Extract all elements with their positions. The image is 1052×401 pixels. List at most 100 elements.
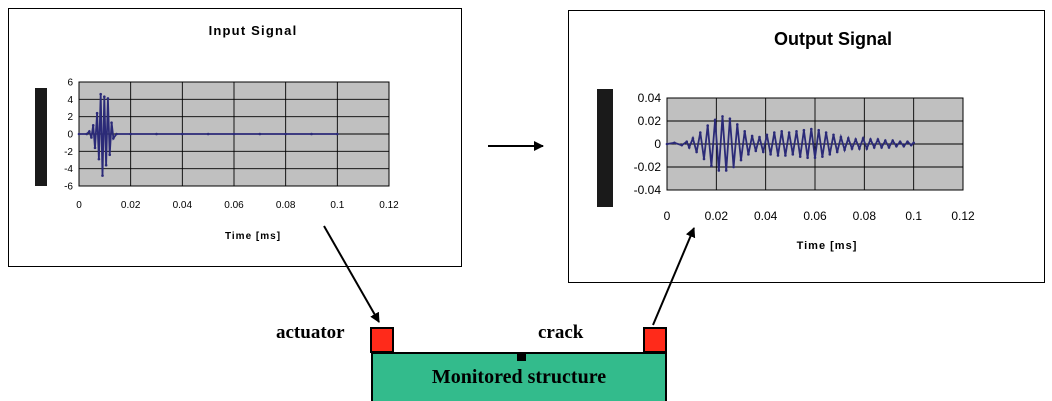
output-signal-point	[813, 156, 817, 160]
output-signal-point	[747, 153, 750, 156]
input-signal-point	[112, 137, 115, 140]
input-signal-chart: Input Signal 0 0.02 0.04 0.06 0.08 0.1 0.12 6 4 2 0…	[8, 8, 462, 267]
input-chart-title: Input Signal	[209, 23, 298, 38]
sensor-transducer	[643, 327, 667, 353]
output-signal-point	[691, 136, 695, 140]
input-signal-point	[232, 132, 236, 136]
input-signal-point	[310, 132, 313, 136]
input-x-axis-label: Time [ms]	[225, 231, 281, 242]
input-signal-point	[206, 132, 210, 136]
output-signal-point	[728, 117, 732, 120]
output-signal-point	[739, 158, 743, 162]
sensor-to-output-arrow	[652, 227, 696, 326]
output-x-tick-label: 0.04	[754, 209, 778, 223]
output-signal-point	[736, 123, 739, 126]
input-legend-bar	[35, 88, 47, 186]
output-signal-point	[680, 143, 684, 147]
output-x-tick-label: 0.02	[705, 209, 729, 223]
input-to-actuator-arrow	[323, 225, 380, 323]
output-signal-point	[891, 139, 894, 142]
output-signal-point	[706, 124, 709, 127]
input-signal-point	[129, 132, 132, 136]
input-signal-point	[106, 97, 110, 100]
input-signal-chart-svg: Input Signal 0 0.02 0.04 0.06 0.08 0.1 0.12 6 4 2 0…	[35, 23, 399, 242]
output-signal-point	[902, 145, 906, 148]
input-signal-point	[336, 132, 339, 136]
output-signal-point	[687, 146, 691, 149]
output-signal-point	[717, 169, 721, 172]
output-signal-point	[854, 138, 857, 141]
output-signal-point	[724, 169, 728, 172]
input-x-tick-label: 0.02	[121, 200, 141, 211]
output-y-tick-label: 0.02	[638, 114, 662, 128]
output-signal-point	[732, 165, 735, 169]
output-signal-point	[791, 153, 795, 156]
input-signal-point	[104, 163, 108, 167]
output-signal-chart-svg: Output Signal 0 0.02 0.04 0.06 0.08 0.1 0.12 0.0…	[597, 29, 975, 252]
output-signal-point	[798, 155, 802, 158]
input-y-tick-label: 4	[67, 95, 73, 106]
output-signal-point	[828, 153, 832, 156]
input-x-tick-label: 0.06	[224, 200, 244, 211]
output-signal-point	[909, 143, 913, 147]
crack-label: crack	[538, 322, 584, 343]
input-x-tick-label: 0.04	[173, 200, 193, 211]
input-y-tick-label: 6	[67, 78, 73, 89]
output-signal-point	[810, 127, 813, 131]
input-signal-point	[258, 132, 262, 136]
input-signal-point	[85, 132, 89, 136]
output-signal-point	[685, 140, 689, 143]
input-signal-point	[97, 157, 101, 161]
input-y-tick-label: -6	[64, 182, 73, 193]
input-x-tick-label: 0	[76, 200, 82, 211]
output-signal-point	[865, 147, 869, 150]
actuator-transducer	[370, 327, 394, 353]
output-signal-point	[912, 141, 915, 145]
output-signal-point	[787, 131, 791, 134]
input-signal-point	[110, 121, 113, 125]
output-signal-point	[695, 150, 698, 154]
output-signal-point	[769, 153, 772, 156]
output-signal-point	[780, 130, 783, 133]
input-x-tick-label: 0.08	[276, 200, 296, 211]
output-signal-point	[665, 142, 669, 146]
output-signal-point	[887, 146, 891, 149]
output-x-tick-label: 0.1	[905, 209, 922, 223]
output-x-tick-label: 0.12	[951, 209, 975, 223]
input-x-tick-label: 0.12	[379, 200, 399, 211]
input-signal-point	[91, 124, 95, 127]
input-y-tick-label: 2	[67, 112, 73, 123]
output-signal-point	[754, 149, 758, 153]
output-signal-point	[824, 131, 828, 134]
input-signal-point	[181, 132, 184, 136]
output-signal-point	[895, 145, 898, 148]
input-signal-point	[93, 146, 97, 150]
crack-marker	[517, 352, 526, 361]
output-signal-point	[758, 135, 761, 139]
output-signal-point	[699, 131, 702, 134]
output-signal-line	[666, 116, 915, 171]
output-y-tick-label: -0.02	[634, 160, 662, 174]
input-signal-point	[77, 132, 81, 136]
output-signal-point	[702, 157, 706, 161]
output-signal-point	[713, 118, 717, 122]
output-signal-point	[872, 146, 876, 149]
input-y-tick-label: 0	[67, 130, 73, 141]
actuator-label: actuator	[276, 322, 345, 343]
input-signal-point	[155, 132, 158, 136]
output-signal-point	[839, 135, 843, 139]
input-signal-point	[99, 92, 102, 96]
output-signal-point	[906, 140, 909, 143]
input-signal-line	[79, 94, 338, 176]
output-signal-point	[750, 134, 754, 138]
output-signal-point	[861, 136, 865, 140]
input-signal-point	[90, 136, 93, 139]
output-x-tick-label: 0	[664, 209, 671, 223]
output-signal-point	[802, 128, 806, 132]
input-signal-point	[115, 132, 118, 136]
output-x-tick-label: 0.06	[803, 209, 827, 223]
output-signal-point	[847, 136, 850, 140]
output-signal-point	[858, 147, 861, 150]
output-signal-point	[850, 147, 854, 150]
